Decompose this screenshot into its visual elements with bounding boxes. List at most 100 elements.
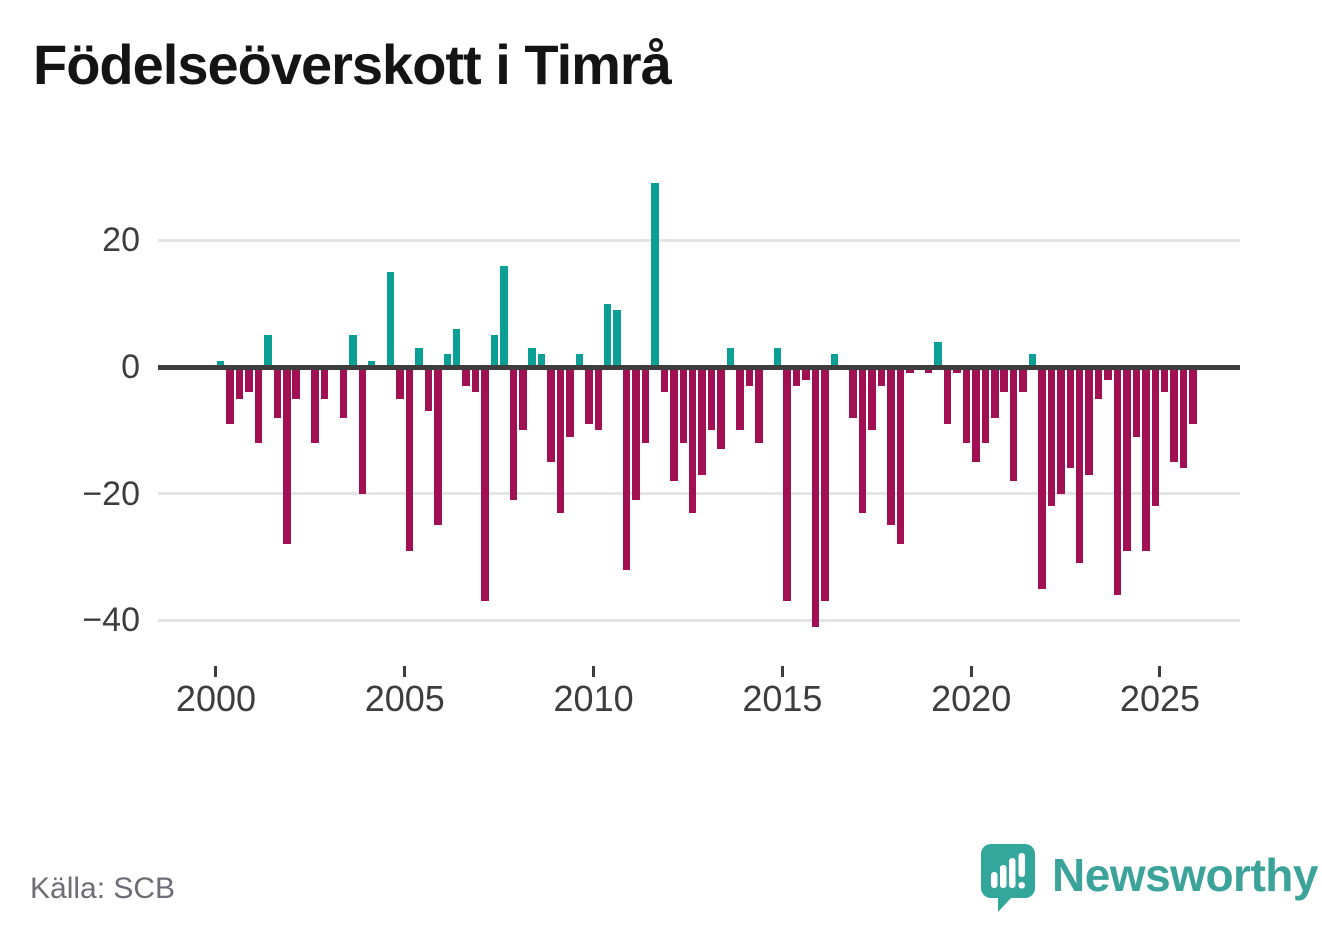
zero-baseline: [158, 364, 1240, 370]
bar: [556, 367, 565, 513]
bar: [292, 367, 300, 399]
bar: [679, 367, 687, 443]
bar: [566, 367, 574, 437]
x-axis-tick: [592, 666, 596, 677]
bar: [688, 367, 697, 513]
bar: [537, 354, 546, 367]
bar: [811, 367, 820, 627]
bar: [254, 367, 263, 443]
bar: [1057, 367, 1065, 494]
bar: [283, 367, 291, 545]
chart-title: Födelseöverskott i Timrå: [33, 33, 672, 96]
newsworthy-wordmark: Newsworthy: [1052, 848, 1318, 901]
x-axis-tick: [780, 666, 784, 677]
bar: [367, 360, 376, 367]
gridline: [158, 492, 1240, 496]
x-axis-tick-label: 2025: [1119, 678, 1201, 719]
x-axis-tick: [214, 666, 218, 677]
x-axis-tick-label: 2020: [931, 678, 1012, 719]
bar: [877, 367, 886, 386]
x-axis-tick-label: 2000: [175, 678, 257, 719]
bar: [226, 367, 234, 424]
bar: [339, 367, 348, 418]
bar: [736, 367, 744, 431]
bar: [1009, 367, 1018, 481]
bar: [235, 367, 244, 399]
bar: [585, 367, 593, 424]
bar: [745, 367, 754, 386]
bar: [962, 367, 971, 443]
y-axis-tick-label: 20: [102, 221, 140, 260]
x-axis-tick: [403, 666, 407, 677]
bar: [896, 367, 905, 545]
bar: [528, 348, 536, 367]
newsworthy-logo: Newsworthy: [980, 843, 1318, 918]
bar: [1189, 367, 1197, 424]
bar: [641, 367, 650, 443]
bar: [1123, 367, 1131, 551]
bar: [471, 367, 480, 393]
bar: [1000, 367, 1008, 393]
bar: [1019, 367, 1027, 393]
bar: [1104, 367, 1112, 380]
bar: [311, 367, 319, 443]
bar: [1160, 367, 1169, 393]
bar: [726, 348, 735, 367]
x-axis-tick-label: 2010: [553, 678, 634, 719]
y-axis-tick-label: 0: [121, 348, 140, 386]
bar: [1075, 367, 1084, 564]
bar: [924, 367, 933, 374]
y-axis-tick-label: −40: [82, 601, 140, 640]
bar: [972, 367, 980, 462]
bar: [1142, 367, 1150, 551]
bar: [358, 367, 367, 494]
bar: [622, 367, 631, 570]
bar: [547, 367, 555, 462]
bar: [603, 303, 612, 367]
bar: [698, 367, 706, 475]
y-axis-tick-label: −20: [82, 474, 140, 513]
bar: [1085, 367, 1093, 475]
bar: [830, 354, 839, 367]
bar: [1179, 367, 1188, 469]
bar: [349, 335, 357, 367]
bar: [405, 367, 414, 551]
bar: [670, 367, 678, 481]
bar: [651, 183, 659, 367]
bar: [1132, 367, 1141, 437]
bar: [519, 367, 527, 431]
bar: [943, 367, 952, 424]
bar: [953, 367, 961, 374]
bar: [264, 335, 272, 367]
bar: [1028, 354, 1037, 367]
bar: [245, 367, 253, 393]
bar: [452, 329, 461, 367]
bar: [481, 367, 489, 602]
bar: [490, 335, 499, 367]
bar: [216, 360, 225, 367]
bar: [396, 367, 404, 399]
bar: [858, 367, 867, 513]
bar: [1066, 367, 1075, 469]
bar: [849, 367, 857, 418]
x-axis-tick-label: 2015: [742, 678, 823, 719]
bar: [575, 354, 584, 367]
bar: [792, 367, 801, 386]
bar: [773, 348, 782, 367]
bar: [594, 367, 603, 431]
bar: [906, 367, 914, 374]
bar: [1170, 367, 1178, 462]
bar: [707, 367, 716, 431]
bar: [887, 367, 895, 526]
bar: [632, 367, 640, 500]
bar: [500, 265, 508, 367]
bar: [717, 367, 725, 450]
bar: [320, 367, 329, 399]
bar: [660, 367, 669, 393]
bar: [783, 367, 791, 602]
x-axis-tick-label: 2005: [364, 678, 445, 719]
bar: [386, 272, 395, 367]
bar: [868, 367, 876, 431]
bar: [991, 367, 999, 418]
